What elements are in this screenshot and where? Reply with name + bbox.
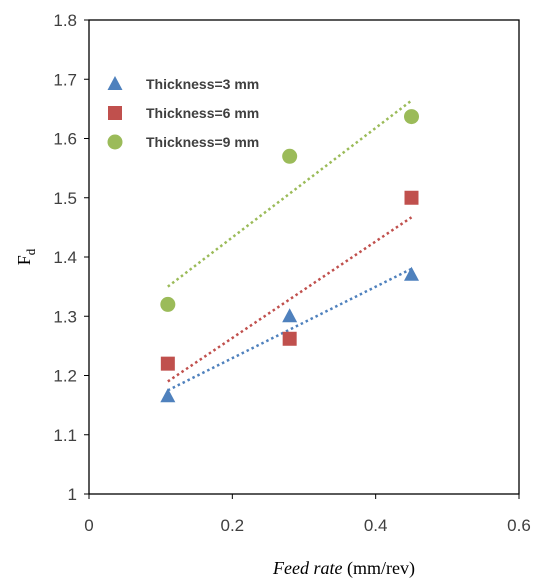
data-point: [282, 148, 298, 164]
data-point: [160, 356, 175, 371]
legend-marker: [107, 76, 123, 90]
y-tick-label: 1.2: [53, 367, 77, 386]
data-points: [160, 109, 419, 403]
y-tick-label: 1.6: [53, 130, 77, 149]
trendline: [167, 99, 413, 288]
x-tick-label: 0.2: [221, 516, 245, 535]
x-tick-label: 0.6: [507, 516, 531, 535]
y-tick-label: 1.1: [53, 426, 77, 445]
trendline: [167, 267, 413, 392]
x-tick-label: 0: [84, 516, 93, 535]
y-tick-label: 1.5: [53, 189, 77, 208]
data-point: [404, 266, 419, 281]
legend-label: Thickness=6 mm: [146, 105, 259, 121]
plot-area-frame: [88, 19, 520, 495]
data-point: [160, 388, 176, 403]
x-tick-label: 0.4: [364, 516, 388, 535]
y-tick-label: 1: [68, 485, 77, 504]
x-axis-title-italic: Feed rate: [272, 558, 342, 578]
legend-marker: [108, 106, 122, 120]
data-point: [282, 308, 298, 323]
data-point: [404, 190, 419, 205]
y-axis-title-main: F: [14, 255, 34, 265]
y-tick-label: 1.4: [53, 248, 77, 267]
trendlines: [167, 99, 413, 392]
legend-label: Thickness=9 mm: [146, 134, 259, 150]
y-axis-title-sub: d: [23, 248, 38, 255]
legend: Thickness=3 mm Thickness=6 mm Thickness=9 …: [107, 76, 259, 150]
legend-marker: [107, 134, 123, 150]
y-tick-label: 1.8: [53, 11, 77, 30]
data-point: [282, 331, 297, 346]
y-tick-label: 1.3: [53, 307, 77, 326]
legend-label: Thickness=3 mm: [146, 76, 259, 92]
axes: 1 1.1 1.2 1.3 1.4 1.5 1.6 1.7 1.8 0 0.2 0.4 0.6: [53, 11, 530, 535]
data-point: [404, 109, 419, 125]
y-tick-label: 1.7: [53, 70, 77, 89]
x-axis-title: Feed rate (mm/rev): [272, 558, 415, 579]
x-axis-title-unit: (mm/rev): [342, 558, 414, 579]
data-point: [160, 296, 176, 312]
y-axis-title: Fd: [14, 248, 38, 265]
